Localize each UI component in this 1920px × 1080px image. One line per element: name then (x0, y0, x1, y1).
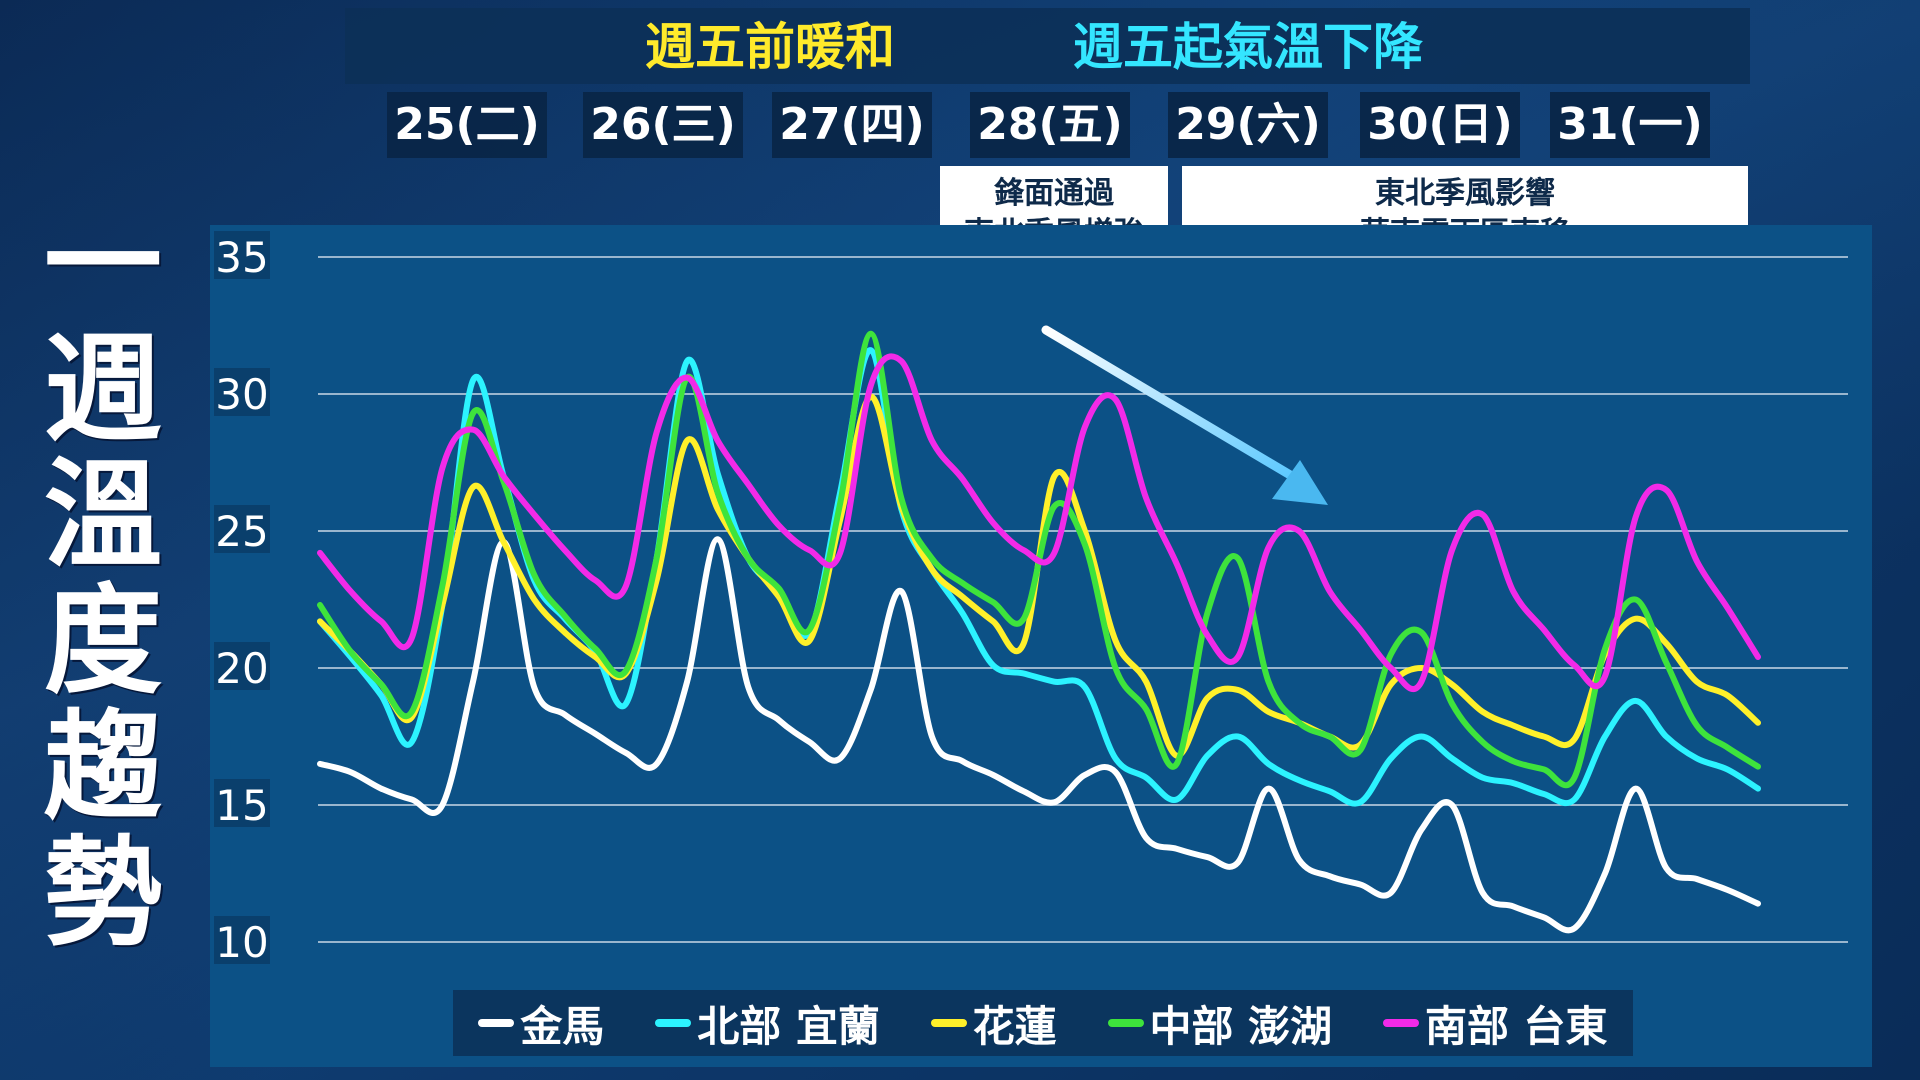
y-tick-label: 15 (215, 781, 268, 830)
series-line-3 (317, 330, 1761, 789)
legend-item: 南部 台東 (1382, 993, 1608, 1054)
legend-label: 金馬 (520, 1001, 605, 1051)
y-tick-label: 10 (215, 918, 268, 967)
y-tick-label: 20 (215, 644, 268, 693)
series-line-4 (317, 353, 1761, 693)
y-tick-label: 30 (215, 370, 268, 419)
legend-swatch (930, 1019, 967, 1027)
banner-left-text: 週五前暖和 (645, 18, 895, 76)
trend-down-arrow-icon (1041, 325, 1328, 505)
side-title-char: 週 (43, 320, 162, 458)
legend-item: 北部 宜蘭 (655, 993, 880, 1054)
y-tick-label: 25 (215, 507, 268, 556)
legend-label: 南部 台東 (1424, 1001, 1608, 1051)
day-label: 25(二) (387, 92, 547, 158)
day-label: 27(四) (772, 92, 932, 158)
day-label: 29(六) (1168, 92, 1328, 158)
y-tick-bg (214, 916, 270, 964)
legend: 金馬 北部 宜蘭 花蓮 中部 澎湖 南部 台東 (453, 990, 1633, 1056)
legend-item: 花蓮 (930, 993, 1057, 1054)
day-label: 28(五) (970, 92, 1130, 158)
side-title-char: 一 (43, 194, 162, 332)
day-label: 30(日) (1360, 92, 1520, 158)
legend-swatch (1382, 1019, 1419, 1027)
side-title-char: 度 (43, 572, 162, 710)
banner-right-text: 週五起氣溫下降 (1073, 18, 1423, 76)
side-title: 一週溫度趨勢 (38, 200, 168, 956)
day-label: 31(一) (1550, 92, 1710, 158)
legend-label: 花蓮 (972, 1001, 1057, 1051)
legend-label: 北部 宜蘭 (697, 1001, 880, 1051)
top-banner: 週五前暖和 週五起氣溫下降 (345, 8, 1750, 84)
side-title-char: 溫 (43, 446, 162, 584)
y-tick-bg (214, 779, 270, 827)
legend-swatch (478, 1019, 515, 1027)
note-line: 鋒面通過 (994, 176, 1114, 211)
y-tick-bg (214, 505, 270, 553)
y-tick-bg (214, 368, 270, 416)
plot-panel (210, 225, 1872, 1067)
legend-swatch (1107, 1019, 1144, 1027)
legend-swatch (655, 1019, 692, 1027)
legend-label: 中部 澎湖 (1149, 1001, 1333, 1051)
side-title-char: 勢 (43, 824, 162, 962)
series-line-0 (317, 536, 1761, 934)
y-tick-label: 35 (215, 233, 268, 282)
legend-item: 中部 澎湖 (1107, 993, 1333, 1054)
legend-item: 金馬 (478, 993, 604, 1054)
series-line-2 (317, 393, 1761, 759)
y-tick-bg (214, 642, 270, 690)
note-line: 東北季風影響 (1375, 176, 1555, 211)
y-tick-bg (214, 231, 270, 279)
side-title-char: 趨 (43, 698, 162, 836)
day-label: 26(三) (583, 92, 743, 158)
